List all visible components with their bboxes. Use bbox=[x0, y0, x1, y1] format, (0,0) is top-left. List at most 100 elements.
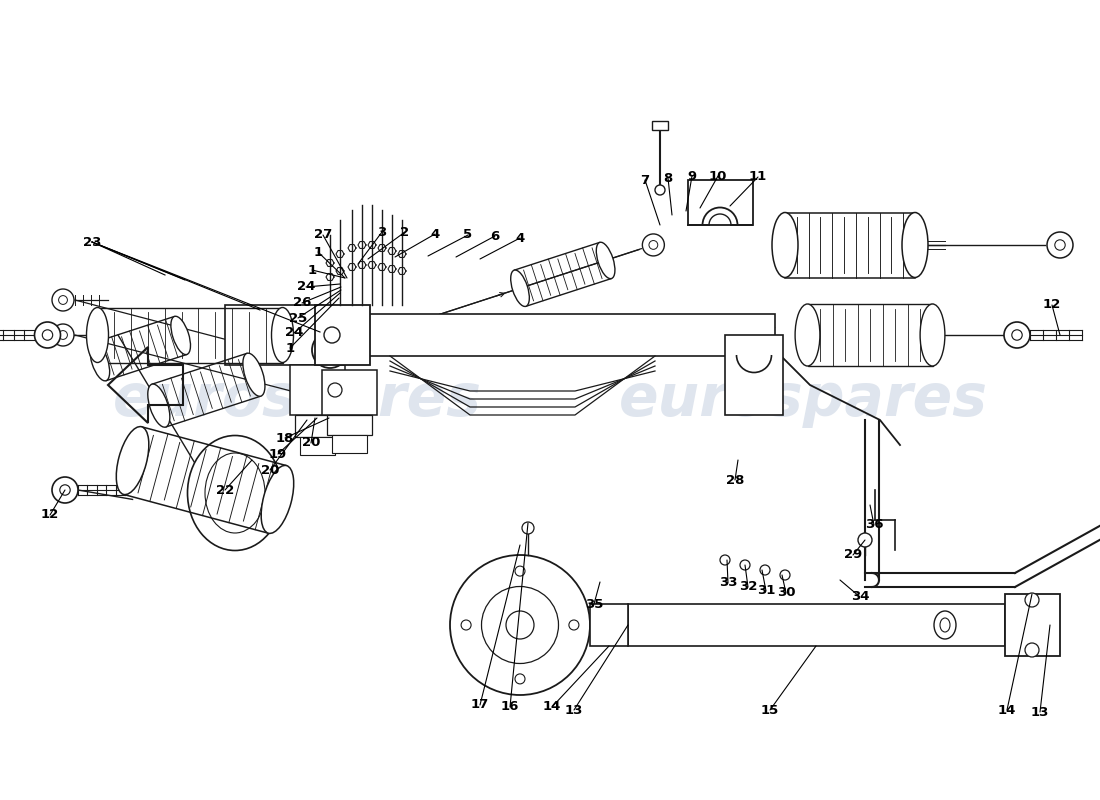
Text: 4: 4 bbox=[430, 227, 440, 241]
Circle shape bbox=[654, 185, 666, 195]
Text: 13: 13 bbox=[1031, 706, 1049, 718]
Ellipse shape bbox=[187, 435, 283, 550]
Circle shape bbox=[780, 570, 790, 580]
Ellipse shape bbox=[261, 466, 294, 534]
Bar bbox=[1005, 594, 1060, 656]
Circle shape bbox=[34, 322, 60, 348]
Circle shape bbox=[522, 522, 534, 534]
Text: 35: 35 bbox=[585, 598, 603, 610]
Ellipse shape bbox=[596, 242, 615, 278]
Circle shape bbox=[324, 327, 340, 343]
Text: 14: 14 bbox=[542, 701, 561, 714]
Text: 34: 34 bbox=[850, 590, 869, 603]
Text: 25: 25 bbox=[289, 311, 307, 325]
Ellipse shape bbox=[920, 304, 945, 366]
Text: 29: 29 bbox=[844, 549, 862, 562]
Bar bbox=[226, 305, 323, 365]
Circle shape bbox=[858, 533, 872, 547]
Text: eurospares: eurospares bbox=[112, 371, 482, 429]
Text: 30: 30 bbox=[777, 586, 795, 599]
Text: 20: 20 bbox=[301, 437, 320, 450]
Text: 32: 32 bbox=[739, 581, 757, 594]
Bar bbox=[290, 365, 345, 415]
Bar bbox=[327, 415, 372, 435]
Text: 28: 28 bbox=[726, 474, 745, 486]
Bar bbox=[295, 415, 340, 437]
Ellipse shape bbox=[272, 307, 294, 362]
Ellipse shape bbox=[243, 353, 265, 396]
Ellipse shape bbox=[510, 270, 529, 306]
Circle shape bbox=[328, 383, 342, 397]
Text: 6: 6 bbox=[491, 230, 499, 242]
Circle shape bbox=[740, 560, 750, 570]
Text: 4: 4 bbox=[516, 231, 525, 245]
Text: 7: 7 bbox=[640, 174, 650, 186]
Bar bbox=[300, 437, 336, 455]
Ellipse shape bbox=[934, 611, 956, 639]
Text: 9: 9 bbox=[688, 170, 696, 182]
Circle shape bbox=[52, 477, 78, 503]
Bar bbox=[628, 604, 1005, 646]
Text: 11: 11 bbox=[749, 170, 767, 183]
Circle shape bbox=[515, 674, 525, 684]
Bar bbox=[315, 305, 370, 365]
Text: 15: 15 bbox=[761, 703, 779, 717]
Ellipse shape bbox=[87, 307, 109, 362]
Circle shape bbox=[52, 324, 74, 346]
Circle shape bbox=[720, 555, 730, 565]
Bar bbox=[360, 314, 776, 356]
Text: 1: 1 bbox=[285, 342, 295, 354]
Circle shape bbox=[1025, 643, 1040, 657]
Text: eurospares: eurospares bbox=[618, 371, 988, 429]
Text: 23: 23 bbox=[82, 235, 101, 249]
Text: 10: 10 bbox=[708, 170, 727, 182]
Text: 16: 16 bbox=[500, 701, 519, 714]
Bar bbox=[652, 121, 668, 130]
Text: 36: 36 bbox=[865, 518, 883, 531]
Circle shape bbox=[450, 555, 590, 695]
Text: 27: 27 bbox=[314, 229, 332, 242]
Ellipse shape bbox=[902, 213, 928, 278]
Text: 5: 5 bbox=[463, 229, 473, 242]
Text: 19: 19 bbox=[268, 447, 287, 461]
Ellipse shape bbox=[772, 213, 798, 278]
Circle shape bbox=[312, 332, 348, 368]
Bar bbox=[322, 370, 377, 415]
Bar bbox=[332, 435, 367, 453]
Text: 12: 12 bbox=[41, 509, 59, 522]
Text: 31: 31 bbox=[757, 585, 776, 598]
Circle shape bbox=[569, 620, 579, 630]
Bar bbox=[590, 604, 628, 646]
Circle shape bbox=[1047, 232, 1072, 258]
Text: 22: 22 bbox=[216, 483, 234, 497]
Text: 33: 33 bbox=[718, 577, 737, 590]
Bar bbox=[725, 335, 783, 415]
Text: 17: 17 bbox=[471, 698, 490, 711]
Ellipse shape bbox=[795, 304, 820, 366]
Text: 26: 26 bbox=[293, 297, 311, 310]
Ellipse shape bbox=[90, 342, 110, 381]
Circle shape bbox=[461, 620, 471, 630]
Text: 13: 13 bbox=[564, 703, 583, 717]
Ellipse shape bbox=[170, 316, 190, 354]
Text: 24: 24 bbox=[297, 281, 316, 294]
Text: 14: 14 bbox=[998, 703, 1016, 717]
Ellipse shape bbox=[147, 384, 169, 427]
Ellipse shape bbox=[117, 426, 148, 494]
Text: 20: 20 bbox=[261, 463, 279, 477]
Bar bbox=[688, 180, 754, 225]
Circle shape bbox=[642, 234, 664, 256]
Text: 1: 1 bbox=[307, 263, 317, 277]
Text: 18: 18 bbox=[276, 431, 294, 445]
Text: 3: 3 bbox=[377, 226, 386, 238]
Circle shape bbox=[1004, 322, 1030, 348]
Circle shape bbox=[515, 566, 525, 576]
Circle shape bbox=[52, 289, 74, 311]
Text: 8: 8 bbox=[663, 171, 672, 185]
Text: 24: 24 bbox=[285, 326, 304, 339]
Text: 12: 12 bbox=[1043, 298, 1062, 311]
Text: 1: 1 bbox=[314, 246, 322, 258]
Text: 2: 2 bbox=[400, 226, 409, 238]
Circle shape bbox=[760, 565, 770, 575]
Circle shape bbox=[1025, 593, 1040, 607]
